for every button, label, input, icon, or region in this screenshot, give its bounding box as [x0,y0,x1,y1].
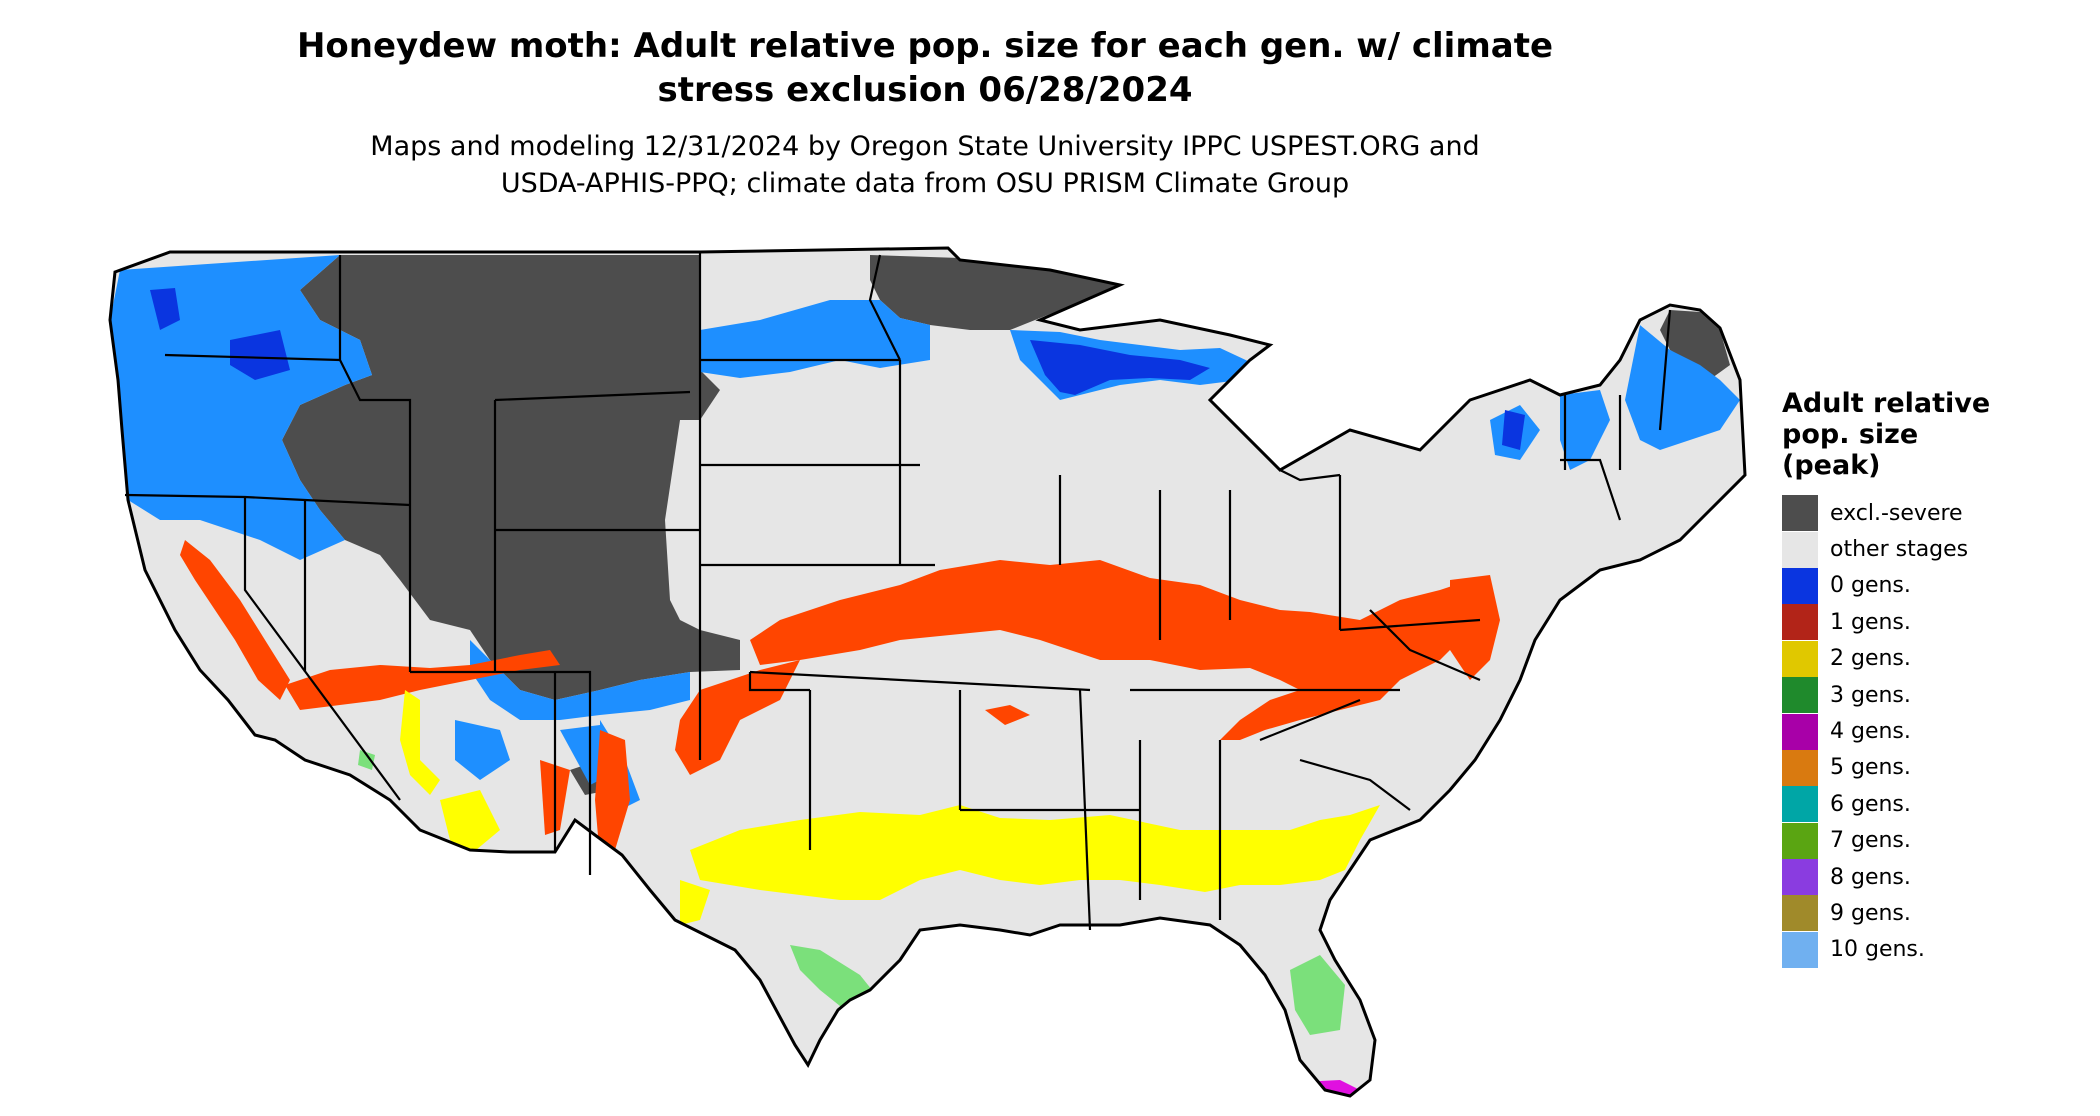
subtitle-line-2: USDA-APHIS-PPQ; climate data from OSU PR… [500,168,1350,199]
legend-label: excl.-severe [1830,500,1963,526]
legend-item: other stages [1782,531,2082,568]
legend-item: 5 gens. [1782,749,2082,786]
legend-label: 2 gens. [1830,646,1911,672]
legend-item: 3 gens. [1782,677,2082,714]
legend-swatch [1782,640,1818,677]
legend-item: excl.-severe [1782,495,2082,532]
legend-label: 3 gens. [1830,682,1911,708]
legend-swatch [1782,749,1818,786]
legend-label: other stages [1830,537,1969,563]
legend-swatch [1782,859,1818,896]
legend: Adult relative pop. size (peak) excl.-se… [1782,388,2082,968]
two-gen-region [400,690,1380,925]
legend-swatch [1782,786,1818,823]
legend-swatch [1782,822,1818,859]
legend-item: 1 gens. [1782,604,2082,641]
legend-label: 5 gens. [1830,755,1911,781]
one-gen-region [180,540,1500,860]
legend-label: 4 gens. [1830,719,1911,745]
legend-swatch [1782,604,1818,641]
zero-gen-region [110,255,1740,810]
legend-label: 9 gens. [1830,900,1911,926]
legend-label: 10 gens. [1830,937,1925,963]
state-boundaries [108,246,1747,1098]
legend-swatch [1782,931,1818,968]
legend-item: 10 gens. [1782,931,2082,968]
legend-swatch [1782,895,1818,932]
legend-label: 0 gens. [1830,573,1911,599]
legend-swatch [1782,677,1818,714]
subtitle-line-1: Maps and modeling 12/31/2024 by Oregon S… [370,131,1480,162]
legend-swatch [1782,567,1818,604]
legend-item: 7 gens. [1782,822,2082,859]
legend-label: 6 gens. [1830,791,1911,817]
legend-item: 0 gens. [1782,567,2082,604]
map-subtitle: Maps and modeling 12/31/2024 by Oregon S… [150,128,1700,202]
legend-label: 1 gens. [1830,609,1911,635]
legend-swatch [1782,531,1818,568]
legend-swatch [1782,495,1818,532]
legend-swatch [1782,713,1818,750]
legend-item: 6 gens. [1782,786,2082,823]
legend-item: 2 gens. [1782,640,2082,677]
title-line-1: Honeydew moth: Adult relative pop. size … [296,26,1554,66]
legend-item: 8 gens. [1782,859,2082,896]
legend-items: excl.-severe other stages 0 gens. 1 gens… [1782,495,2082,968]
legend-title: Adult relative pop. size (peak) [1782,388,1991,481]
legend-item: 9 gens. [1782,895,2082,932]
zero-gen-core [150,288,1525,450]
legend-label: 8 gens. [1830,864,1911,890]
title-line-2: stress exclusion 06/28/2024 [657,70,1193,110]
map-title: Honeydew moth: Adult relative pop. size … [150,24,1700,112]
legend-label: 7 gens. [1830,828,1911,854]
legend-item: 4 gens. [1782,713,2082,750]
